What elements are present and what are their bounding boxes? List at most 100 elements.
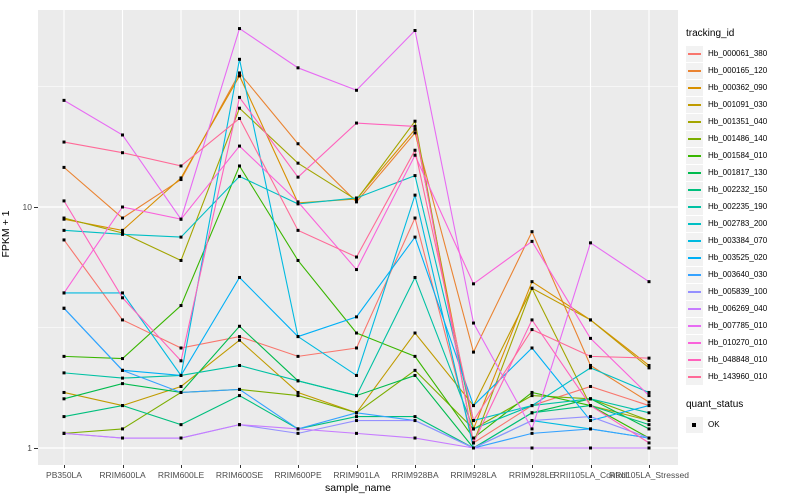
data-point: [238, 275, 241, 279]
legend-entry-label: Hb_143960_010: [708, 372, 768, 381]
legend-entry-label: Hb_002783_200: [708, 219, 768, 228]
chart-canvas: [38, 10, 678, 465]
data-point: [530, 390, 534, 394]
legend-entry-Hb_001351_040: Hb_001351_040: [686, 113, 798, 130]
series-color-line: [688, 171, 701, 174]
data-point: [413, 193, 417, 197]
legend-entry-Hb_000362_090: Hb_000362_090: [686, 79, 798, 96]
data-point: [647, 363, 651, 367]
data-point: [121, 436, 124, 440]
data-point: [179, 164, 183, 168]
legend-key-swatch: [686, 62, 703, 79]
x-tick-label: RRIM928BA: [391, 470, 439, 480]
legend-entry-label: Hb_000165_120: [708, 66, 768, 75]
legend-entry-Hb_005839_100: Hb_005839_100: [686, 283, 798, 300]
data-point: [647, 411, 651, 415]
data-point: [589, 397, 592, 401]
data-point: [413, 153, 417, 157]
series-color-line: [688, 307, 701, 310]
legend-entry-Hb_007785_010: Hb_007785_010: [686, 317, 798, 334]
data-point: [62, 238, 66, 242]
data-point: [355, 121, 358, 125]
data-point: [121, 291, 124, 295]
legend-entry-label: Hb_002232_150: [708, 185, 768, 194]
data-point: [296, 200, 300, 204]
series-color-line: [688, 69, 701, 72]
data-point: [238, 71, 241, 75]
data-point: [472, 282, 475, 286]
data-point: [530, 404, 534, 408]
data-point: [589, 318, 592, 322]
data-point: [296, 66, 300, 70]
legend-key-swatch: [686, 368, 703, 385]
data-point: [589, 366, 592, 370]
data-point: [238, 116, 241, 120]
data-point: [179, 217, 183, 221]
data-point: [647, 423, 651, 427]
data-point: [589, 446, 592, 450]
y-tick-mark: [34, 207, 38, 208]
data-point: [530, 346, 534, 350]
data-point: [413, 131, 417, 135]
data-point: [413, 373, 417, 377]
data-point: [179, 178, 183, 182]
data-point: [121, 232, 124, 236]
data-point: [647, 419, 651, 423]
data-point: [472, 436, 475, 440]
data-point: [121, 376, 124, 380]
data-point: [413, 127, 417, 131]
legend-key-swatch: [686, 198, 703, 215]
data-point: [413, 368, 417, 372]
series-color-line: [688, 324, 701, 327]
data-point: [355, 331, 358, 335]
data-point: [530, 286, 534, 290]
x-tick-label: RRIM600PE: [274, 470, 322, 480]
x-tick-label: RRIM600SE: [215, 470, 264, 480]
data-point: [589, 241, 592, 245]
data-point: [413, 119, 417, 123]
data-point: [62, 216, 66, 220]
series-color-line: [688, 188, 701, 191]
data-point: [62, 291, 66, 295]
data-point: [238, 74, 241, 78]
data-point: [179, 423, 183, 427]
data-point: [413, 216, 417, 220]
data-point: [530, 419, 534, 423]
series-color-line: [688, 341, 701, 344]
data-point: [355, 411, 358, 415]
legend-entry-Hb_001817_130: Hb_001817_130: [686, 164, 798, 181]
plot-panel: [38, 10, 678, 465]
data-point: [647, 394, 651, 398]
data-point: [413, 148, 417, 152]
data-point: [179, 436, 183, 440]
data-point: [296, 228, 300, 232]
legend-entry-label: Hb_001351_040: [708, 117, 768, 126]
data-point: [472, 350, 475, 354]
legend-entry-label: Hb_006269_040: [708, 304, 768, 313]
legend-entry-label: Hb_000061_380: [708, 49, 768, 58]
data-point: [589, 427, 592, 431]
data-point: [296, 335, 300, 339]
data-point: [647, 427, 651, 431]
legend-entry-label: Hb_001091_030: [708, 100, 768, 109]
data-point: [589, 419, 592, 423]
data-point: [179, 346, 183, 350]
data-point: [179, 359, 183, 363]
y-tick-label: 1: [27, 443, 32, 453]
x-tick-mark: [415, 465, 416, 468]
legend-key-swatch: [686, 300, 703, 317]
series-color-line: [688, 86, 701, 89]
data-point: [238, 324, 241, 328]
data-point: [530, 328, 534, 332]
data-point: [62, 199, 66, 203]
data-point: [472, 419, 475, 423]
data-point: [296, 142, 300, 146]
legend-key-swatch: [686, 317, 703, 334]
legend-entry-Hb_006269_040: Hb_006269_040: [686, 300, 798, 317]
data-point: [530, 427, 534, 431]
y-tick-mark: [34, 448, 38, 449]
data-point: [296, 390, 300, 394]
legend-key-swatch: [686, 181, 703, 198]
legend-key-swatch: [686, 232, 703, 249]
